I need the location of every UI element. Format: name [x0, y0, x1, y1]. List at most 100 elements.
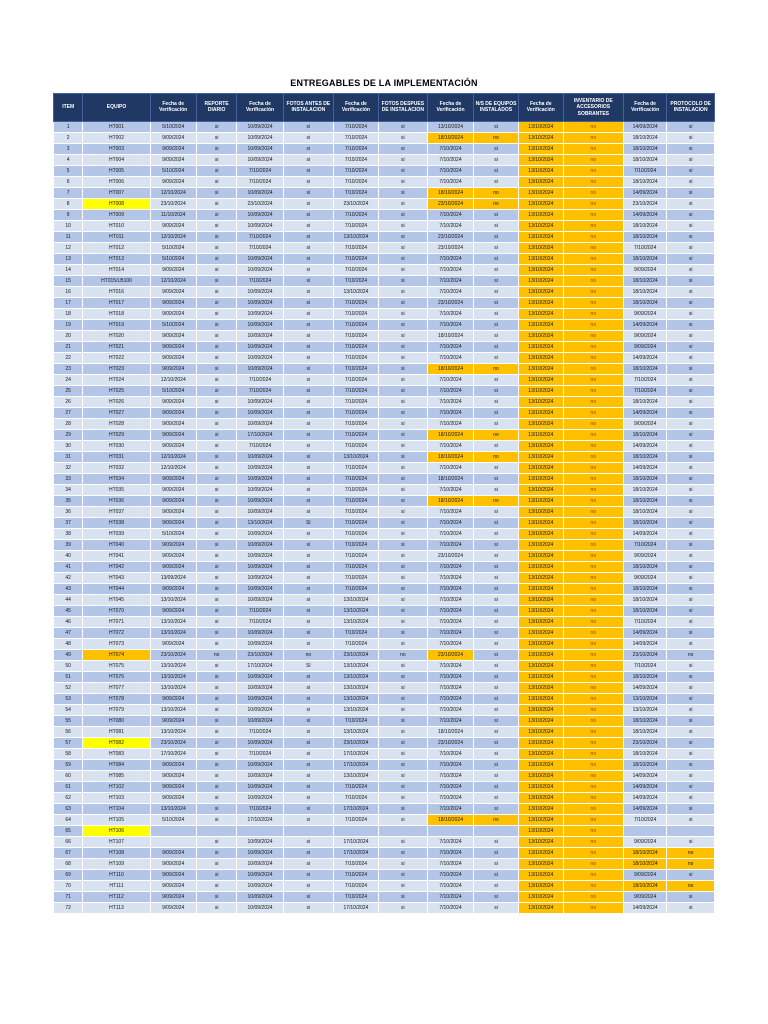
cell-r68-c3: 9/09/2024 — [149, 857, 197, 870]
cell-r50-c12: no — [562, 659, 624, 672]
cell-r40-c4: si — [195, 549, 238, 562]
cell-r17-c7: 7/10/2024 — [333, 296, 379, 309]
cell-r57-c14: si — [666, 736, 715, 749]
cell-r1-c9: 13/10/2024 — [426, 120, 475, 133]
table-row: 63 HT104 13/10/2024 si 7/10/2024 si 17/10/2024… — [52, 802, 715, 815]
cell-r6-c4: si — [195, 175, 238, 188]
cell-r20-c10: si — [473, 329, 519, 342]
cell-r27-c10: si — [473, 406, 519, 419]
cell-r59-c12: no — [562, 758, 624, 771]
cell-r11-c12: no — [562, 230, 624, 243]
table-row: 56 HT081 13/10/2024 si 7/10/2024 si 13/10/2024… — [52, 725, 715, 738]
cell-r14-c7: 7/10/2024 — [333, 263, 379, 276]
cell-r53-c7: 13/10/2024 — [333, 692, 379, 705]
cell-r60-c7: 13/10/2024 — [333, 769, 379, 782]
table-row: 20 HT020 9/09/2024 si 10/09/2024 si 7/10/2024 s… — [52, 329, 715, 342]
cell-r42-c14: si — [666, 571, 715, 584]
cell-r3-c8: si — [377, 142, 428, 155]
cell-r17-c14: si — [666, 296, 715, 309]
cell-r6-c14: si — [666, 175, 715, 188]
cell-r2-c10: no — [473, 131, 519, 144]
cell-r8-c10: no — [473, 197, 519, 210]
cell-r29-c7: 7/10/2024 — [333, 428, 379, 441]
cell-r49-c5: 23/10/2024 — [236, 648, 284, 661]
table-row: 4 HT004 9/09/2024 si 10/09/2024 si 7/10/2024 si… — [52, 153, 715, 166]
cell-r59-c6: si — [282, 758, 335, 771]
table-row: 60 HT085 9/09/2024 si 10/09/2024 si 13/10/2024… — [52, 769, 715, 782]
cell-r14-c10: si — [473, 263, 519, 276]
cell-r31-c2: HT031 — [82, 450, 151, 463]
cell-r65-c7 — [333, 824, 379, 837]
cell-r53-c3: 9/09/2024 — [149, 692, 197, 705]
cell-r70-c6: si — [282, 879, 335, 892]
cell-r31-c7: 13/10/2024 — [333, 450, 379, 463]
column-header-4: REPORTE DIARIO — [195, 93, 238, 122]
cell-r45-c13: 18/10/2024 — [622, 604, 668, 617]
cell-r55-c3: 9/09/2024 — [149, 714, 197, 727]
cell-r58-c3: 17/10/2024 — [149, 747, 197, 760]
cell-r33-c14: si — [666, 472, 715, 485]
cell-r16-c5: 10/09/2024 — [236, 285, 284, 298]
cell-r67-c11: 13/10/2024 — [517, 846, 564, 859]
cell-r38-c10: si — [473, 527, 519, 540]
cell-r10-c6: si — [282, 219, 335, 232]
cell-r58-c5: 7/10/2024 — [236, 747, 284, 760]
cell-r64-c6: si — [282, 813, 335, 826]
cell-r30-c7: 7/10/2024 — [333, 439, 379, 452]
cell-r52-c8: si — [377, 681, 428, 694]
cell-r13-c12: no — [562, 252, 624, 265]
cell-r44-c7: 13/10/2024 — [333, 593, 379, 606]
cell-r16-c4: si — [195, 285, 238, 298]
cell-r6-c7: 7/10/2024 — [333, 175, 379, 188]
cell-r37-c4: si — [195, 516, 238, 529]
cell-r2-c11: 13/10/2024 — [517, 131, 564, 144]
cell-r23-c9: 18/10/2024 — [426, 362, 475, 375]
table-row: 65 HT106 13/10/2024 no — [52, 824, 715, 837]
cell-r31-c10: no — [473, 450, 519, 463]
cell-r67-c14: no — [666, 846, 715, 859]
cell-r46-c3: 13/10/2024 — [149, 615, 197, 628]
cell-r44-c9: 7/10/2024 — [426, 593, 475, 606]
cell-r16-c14: si — [666, 285, 715, 298]
cell-r27-c6: si — [282, 406, 335, 419]
cell-r31-c5: 10/09/2024 — [236, 450, 284, 463]
cell-r20-c2: HT020 — [82, 329, 151, 342]
cell-r46-c5: 7/10/2024 — [236, 615, 284, 628]
cell-r27-c9: 7/10/2024 — [426, 406, 475, 419]
cell-r21-c3: 9/09/2024 — [149, 340, 197, 353]
cell-r15-c3: 12/10/2024 — [149, 274, 197, 287]
cell-r66-c12: no — [562, 835, 624, 848]
cell-r56-c5: 7/10/2024 — [236, 725, 284, 738]
cell-r3-c14: si — [666, 142, 715, 155]
cell-r72-c5: 10/09/2024 — [236, 901, 284, 914]
cell-r4-c5: 10/09/2024 — [236, 153, 284, 166]
cell-r27-c5: 10/09/2024 — [236, 406, 284, 419]
cell-r13-c10: si — [473, 252, 519, 265]
cell-r70-c2: HT111 — [82, 879, 151, 892]
cell-r29-c10: no — [473, 428, 519, 441]
cell-r68-c8: si — [377, 857, 428, 870]
cell-r62-c8: si — [377, 791, 428, 804]
table-row: 44 HT045 13/10/2024 si 10/09/2024 si 13/10/202… — [52, 593, 715, 606]
cell-r8-c11: 13/10/2024 — [517, 197, 564, 210]
cell-r21-c14: si — [666, 340, 715, 353]
cell-r13-c14: si — [666, 252, 715, 265]
cell-r39-c2: HT040 — [82, 538, 151, 551]
cell-r45-c12: no — [562, 604, 624, 617]
cell-r48-c1: 48 — [52, 637, 84, 650]
table-row: 6 HT006 9/09/2024 si 7/10/2024 si 7/10/2024 si 7… — [52, 175, 715, 188]
cell-r22-c6: si — [282, 351, 335, 364]
cell-r57-c1: 57 — [52, 736, 84, 749]
cell-r20-c6: si — [282, 329, 335, 342]
cell-r25-c1: 25 — [52, 384, 84, 397]
cell-r24-c6: si — [282, 373, 335, 386]
table-row: 43 HT044 9/09/2024 si 10/09/2024 si 7/10/2024 s… — [52, 582, 715, 595]
cell-r55-c9: 7/10/2024 — [426, 714, 475, 727]
cell-r66-c6: si — [282, 835, 335, 848]
cell-r64-c12: no — [562, 813, 624, 826]
cell-r53-c6: si — [282, 692, 335, 705]
cell-r42-c9: 7/10/2024 — [426, 571, 475, 584]
cell-r51-c14: si — [666, 670, 715, 683]
cell-r54-c14: si — [666, 703, 715, 716]
cell-r68-c9: 7/10/2024 — [426, 857, 475, 870]
